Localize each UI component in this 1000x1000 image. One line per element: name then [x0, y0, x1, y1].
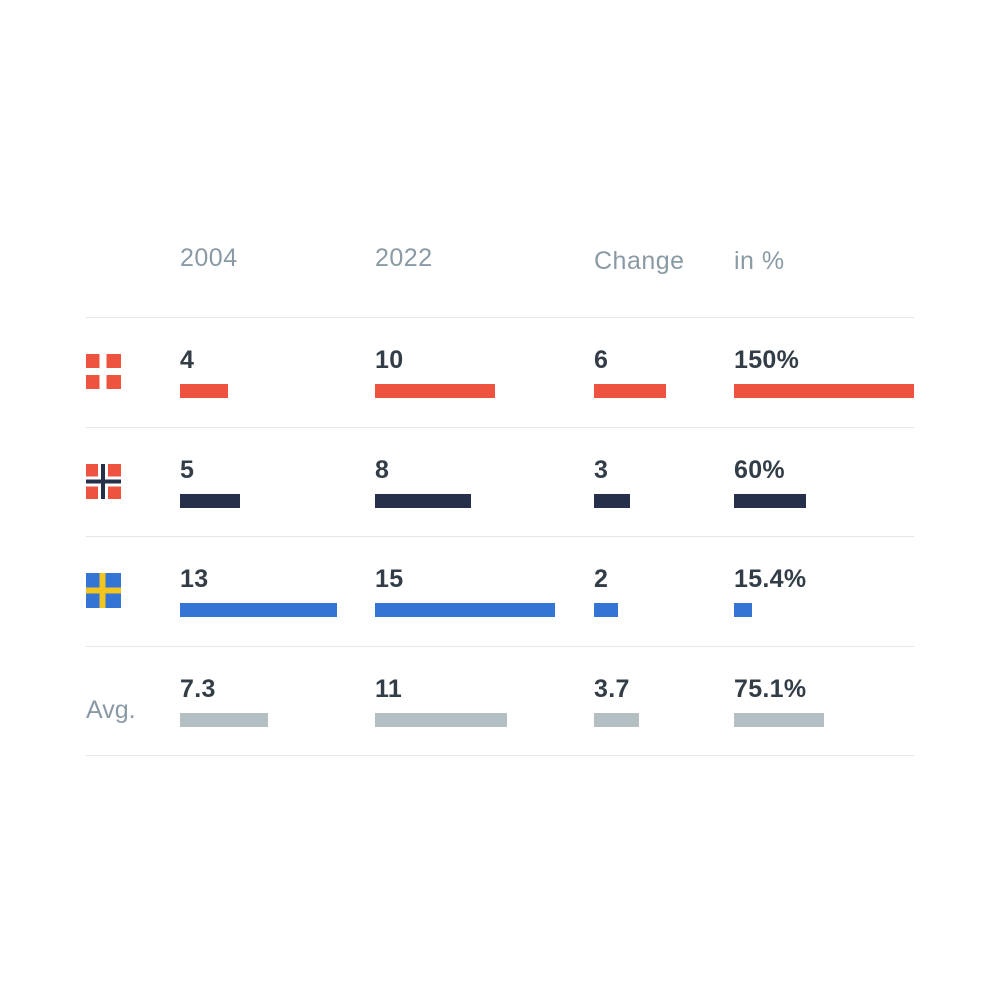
bar-pct [734, 603, 753, 617]
denmark-flag-icon [86, 354, 121, 389]
bar-pct [734, 384, 914, 398]
column-header-y2004: 2004 [180, 244, 238, 272]
bar-y2004 [180, 384, 229, 398]
column-header-change: Change [594, 247, 685, 275]
bar-y2004 [180, 712, 268, 727]
bar-change [594, 603, 619, 617]
column-header-pct: in % [734, 247, 785, 275]
norway-flag-icon [86, 463, 121, 499]
value-label-change: 2 [594, 565, 609, 593]
value-label-y2022: 15 [375, 565, 404, 593]
value-label-y2004: 7.3 [180, 674, 216, 703]
bar-y2022 [375, 712, 507, 727]
value-label-change: 3 [594, 455, 609, 484]
value-label-y2022: 8 [375, 455, 390, 484]
bar-pct [734, 493, 806, 508]
column-header-y2022: 2022 [375, 244, 433, 272]
bar-change [594, 712, 639, 727]
bar-change [594, 493, 631, 508]
value-label-pct: 150% [734, 346, 800, 374]
bar-y2004 [180, 603, 337, 617]
bar-y2022 [375, 384, 495, 398]
average-row-label: Avg. [86, 695, 136, 724]
bar-y2004 [180, 493, 241, 508]
bar-change [594, 384, 667, 398]
value-label-y2004: 5 [180, 455, 195, 484]
value-label-pct: 75.1% [734, 674, 807, 703]
value-label-change: 3.7 [594, 674, 630, 703]
row-divider [86, 536, 914, 537]
value-label-pct: 15.4% [734, 565, 807, 593]
value-label-pct: 60% [734, 455, 785, 484]
row-divider [86, 645, 914, 647]
value-label-y2004: 4 [180, 346, 195, 374]
row-divider [86, 426, 914, 428]
row-divider [86, 755, 914, 756]
value-label-y2022: 10 [375, 346, 404, 374]
value-label-y2004: 13 [180, 565, 209, 593]
sweden-flag-icon [86, 573, 121, 608]
bar-pct [734, 712, 825, 727]
value-label-change: 6 [594, 346, 609, 374]
row-divider [86, 317, 914, 318]
value-label-y2022: 11 [375, 674, 403, 703]
bar-y2022 [375, 493, 471, 508]
bar-y2022 [375, 603, 555, 617]
